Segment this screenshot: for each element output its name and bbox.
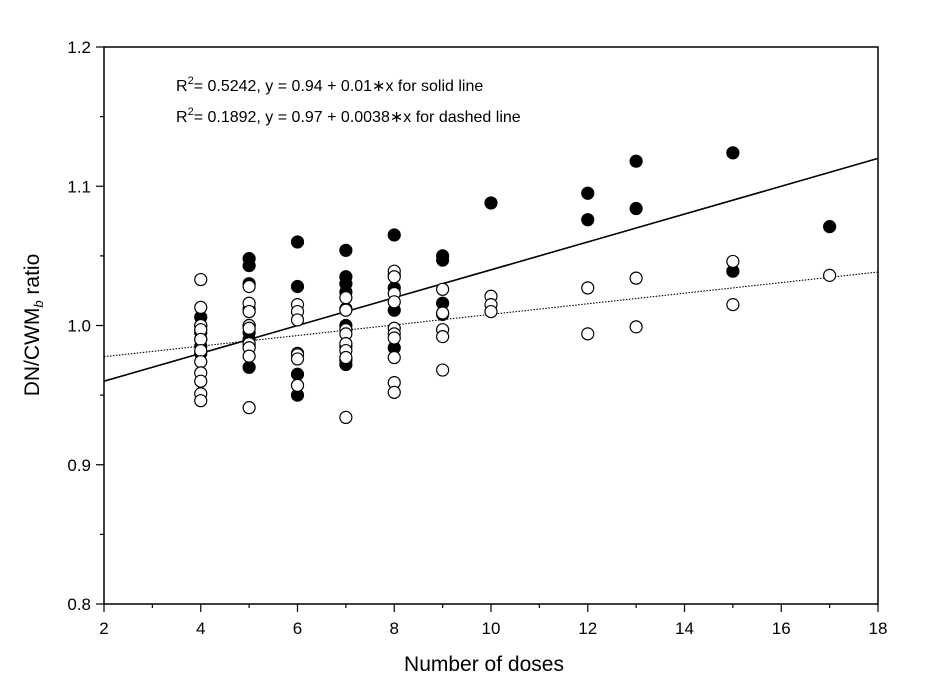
x-tick-label-6: 6 xyxy=(293,619,302,638)
y-tick-label-0.8: 0.8 xyxy=(67,595,91,614)
open-point-6 xyxy=(194,355,208,369)
open-point-58 xyxy=(823,268,837,282)
y-axis-title-subscript: b xyxy=(31,300,46,307)
open-point-47 xyxy=(436,330,450,344)
open-point-35 xyxy=(387,270,401,284)
open-point-54 xyxy=(629,271,643,285)
open-point-51 xyxy=(484,304,498,319)
regression-line-solid xyxy=(103,157,879,382)
open-point-24 xyxy=(290,352,305,366)
y-axis-title-main: DN/CWM xyxy=(21,308,44,397)
x-axis: 2 4 6 8 10 12 14 16 18 xyxy=(99,604,887,638)
data-points xyxy=(194,146,837,425)
annotation-dashed-r: R xyxy=(176,109,188,126)
open-point-15 xyxy=(242,321,256,335)
x-tick-label-16: 16 xyxy=(772,619,791,638)
open-point-13 xyxy=(242,304,256,319)
open-point-11 xyxy=(242,279,256,294)
open-point-18 xyxy=(242,349,256,363)
plot-area-frame xyxy=(103,46,879,605)
open-point-32 xyxy=(339,350,353,365)
open-point-45 xyxy=(436,306,450,320)
open-point-1 xyxy=(194,300,208,314)
filled-point-30 xyxy=(387,228,401,242)
open-point-25 xyxy=(290,378,305,392)
open-point-37 xyxy=(387,295,401,309)
open-point-44 xyxy=(436,282,450,296)
filled-point-39 xyxy=(484,196,498,210)
regression-lines xyxy=(103,157,879,382)
open-point-5 xyxy=(194,343,208,358)
open-point-55 xyxy=(629,320,643,334)
filled-point-14 xyxy=(242,360,256,374)
x-tick-label-14: 14 xyxy=(675,619,694,638)
open-point-33 xyxy=(339,410,353,425)
y-axis-title-tail: ratio xyxy=(21,254,44,301)
open-point-19 xyxy=(242,401,256,415)
open-point-4 xyxy=(194,332,208,347)
x-tick-label-2: 2 xyxy=(99,619,108,638)
open-point-52 xyxy=(581,281,595,295)
open-point-26 xyxy=(339,291,353,305)
x-tick-label-10: 10 xyxy=(482,619,501,638)
annotation-dashed-line: R2= 0.1892, y = 0.97 + 0.0038∗x for dash… xyxy=(176,106,521,126)
annotation-solid-text: = 0.5242, y = 0.94 + 0.01∗x for solid li… xyxy=(194,78,484,95)
filled-point-43 xyxy=(629,201,643,216)
y-tick-label-1.2: 1.2 xyxy=(67,38,91,57)
filled-point-40 xyxy=(581,186,595,200)
filled-point-18 xyxy=(290,367,305,381)
open-point-27 xyxy=(339,303,353,317)
open-point-57 xyxy=(726,298,740,312)
filled-point-16 xyxy=(290,279,305,294)
open-point-48 xyxy=(436,363,450,377)
open-point-0 xyxy=(194,272,208,287)
filled-point-44 xyxy=(726,146,740,160)
open-point-41 xyxy=(387,350,401,365)
filled-point-36 xyxy=(436,253,450,267)
open-point-10 xyxy=(194,394,208,408)
filled-point-42 xyxy=(629,154,643,168)
x-axis-title: Number of doses xyxy=(404,653,564,676)
y-tick-label-1.0: 1.0 xyxy=(67,317,91,336)
y-tick-label-0.9: 0.9 xyxy=(67,456,91,475)
annotation-dashed-text: = 0.1892, y = 0.97 + 0.0038∗x for dashed… xyxy=(194,109,521,126)
open-point-43 xyxy=(387,385,401,399)
filled-point-41 xyxy=(581,213,595,227)
y-axis: 0.8 0.9 1.0 1.1 1.2 xyxy=(67,38,104,614)
y-axis-title: DN/CWMb ratio xyxy=(21,254,46,397)
open-point-53 xyxy=(581,327,595,341)
regression-line-dotted xyxy=(103,271,879,358)
y-tick-label-1.1: 1.1 xyxy=(67,177,91,196)
open-point-8 xyxy=(194,374,208,388)
annotation-solid-r2-exponent: 2 xyxy=(188,75,194,87)
x-tick-label-18: 18 xyxy=(869,619,888,638)
filled-point-7 xyxy=(242,259,256,273)
annotation-dashed-r2-exponent: 2 xyxy=(188,106,194,118)
filled-point-21 xyxy=(339,243,353,257)
x-tick-label-8: 8 xyxy=(390,619,399,638)
filled-point-15 xyxy=(290,235,305,249)
open-point-56 xyxy=(726,254,740,269)
annotation-solid-line: R2= 0.5242, y = 0.94 + 0.01∗x for solid … xyxy=(176,75,483,95)
open-point-40 xyxy=(387,331,401,345)
annotation-solid-r: R xyxy=(176,78,188,95)
open-point-22 xyxy=(290,313,305,327)
x-tick-label-12: 12 xyxy=(578,619,597,638)
x-tick-label-4: 4 xyxy=(196,619,205,638)
filled-point-46 xyxy=(823,220,837,234)
